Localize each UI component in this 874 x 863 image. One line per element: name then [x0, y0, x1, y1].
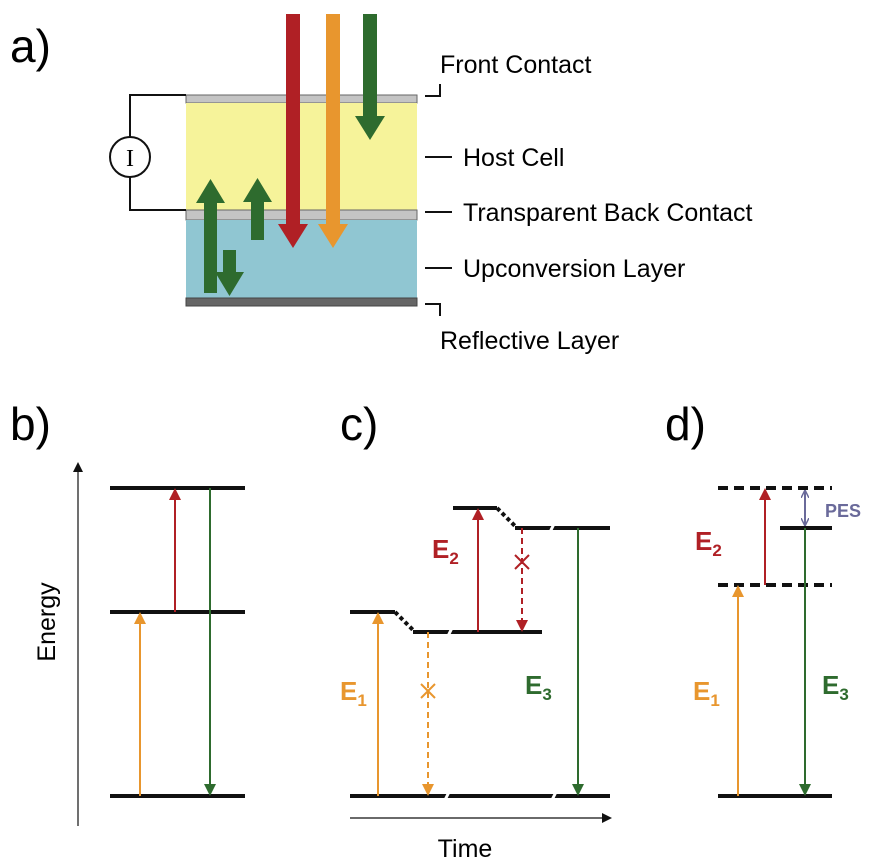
annotation: PES: [825, 501, 861, 521]
layer-label: Upconversion Layer: [463, 255, 685, 283]
breaks: [443, 523, 558, 801]
levels: [718, 486, 832, 798]
levels: [110, 486, 245, 798]
panel-label: c): [340, 398, 378, 450]
energy-label: E1: [340, 676, 367, 710]
layer-label: Transparent Back Contact: [463, 199, 753, 227]
layer-label: Host Cell: [463, 144, 564, 172]
layer-brackets: [425, 84, 452, 316]
energy-label: E1: [693, 676, 720, 710]
circuit: [109, 94, 186, 211]
axis-label: Time: [438, 835, 493, 863]
transitions: [372, 508, 584, 796]
energy-label: E2: [695, 526, 722, 560]
panel-label: b): [10, 398, 51, 450]
layer-label: Reflective Layer: [440, 327, 619, 355]
panel-label: a): [10, 20, 51, 72]
panel-label: d): [665, 398, 706, 450]
layer-label: Front Contact: [440, 51, 592, 79]
axis-label: Energy: [33, 582, 61, 662]
energy-label: E3: [525, 670, 552, 704]
current-symbol: I: [126, 146, 134, 172]
transitions: [732, 488, 811, 796]
light-arrows: [196, 14, 385, 296]
transitions: [134, 488, 216, 796]
energy-label: E2: [432, 534, 459, 568]
levels: [350, 506, 610, 798]
energy-label: E3: [822, 670, 849, 704]
